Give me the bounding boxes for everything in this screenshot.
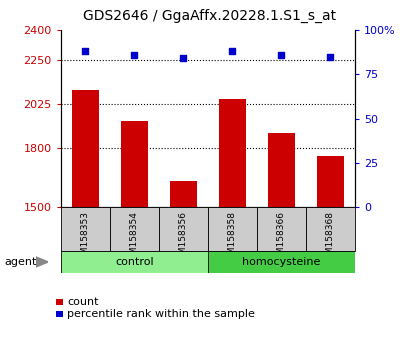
Text: GSM158353: GSM158353 <box>81 211 90 266</box>
Bar <box>170 181 197 207</box>
FancyBboxPatch shape <box>61 251 208 273</box>
Text: GSM158354: GSM158354 <box>130 211 139 266</box>
Text: GSM158368: GSM158368 <box>326 211 335 266</box>
FancyBboxPatch shape <box>257 207 306 251</box>
Bar <box>72 90 99 207</box>
Text: GSM158356: GSM158356 <box>179 211 188 266</box>
Point <box>278 52 285 58</box>
Text: GDS2646 / GgaAffx.20228.1.S1_s_at: GDS2646 / GgaAffx.20228.1.S1_s_at <box>84 9 336 23</box>
FancyBboxPatch shape <box>208 207 257 251</box>
Point <box>82 48 89 54</box>
Bar <box>121 121 148 207</box>
Text: control: control <box>115 257 154 267</box>
FancyBboxPatch shape <box>55 310 63 317</box>
Point <box>180 56 187 61</box>
Bar <box>317 156 344 207</box>
FancyBboxPatch shape <box>61 207 110 251</box>
FancyBboxPatch shape <box>55 299 63 306</box>
Polygon shape <box>36 257 48 267</box>
Text: GSM158358: GSM158358 <box>228 211 237 266</box>
Bar <box>268 133 295 207</box>
Bar <box>219 99 246 207</box>
Text: GSM158366: GSM158366 <box>277 211 286 266</box>
FancyBboxPatch shape <box>110 207 159 251</box>
Text: percentile rank within the sample: percentile rank within the sample <box>67 309 255 319</box>
Text: homocysteine: homocysteine <box>242 257 320 267</box>
Point <box>327 54 334 59</box>
FancyBboxPatch shape <box>208 251 355 273</box>
Point <box>131 52 138 58</box>
Text: count: count <box>67 297 99 307</box>
FancyBboxPatch shape <box>306 207 355 251</box>
Text: agent: agent <box>4 257 37 267</box>
FancyBboxPatch shape <box>159 207 208 251</box>
Point <box>229 48 236 54</box>
